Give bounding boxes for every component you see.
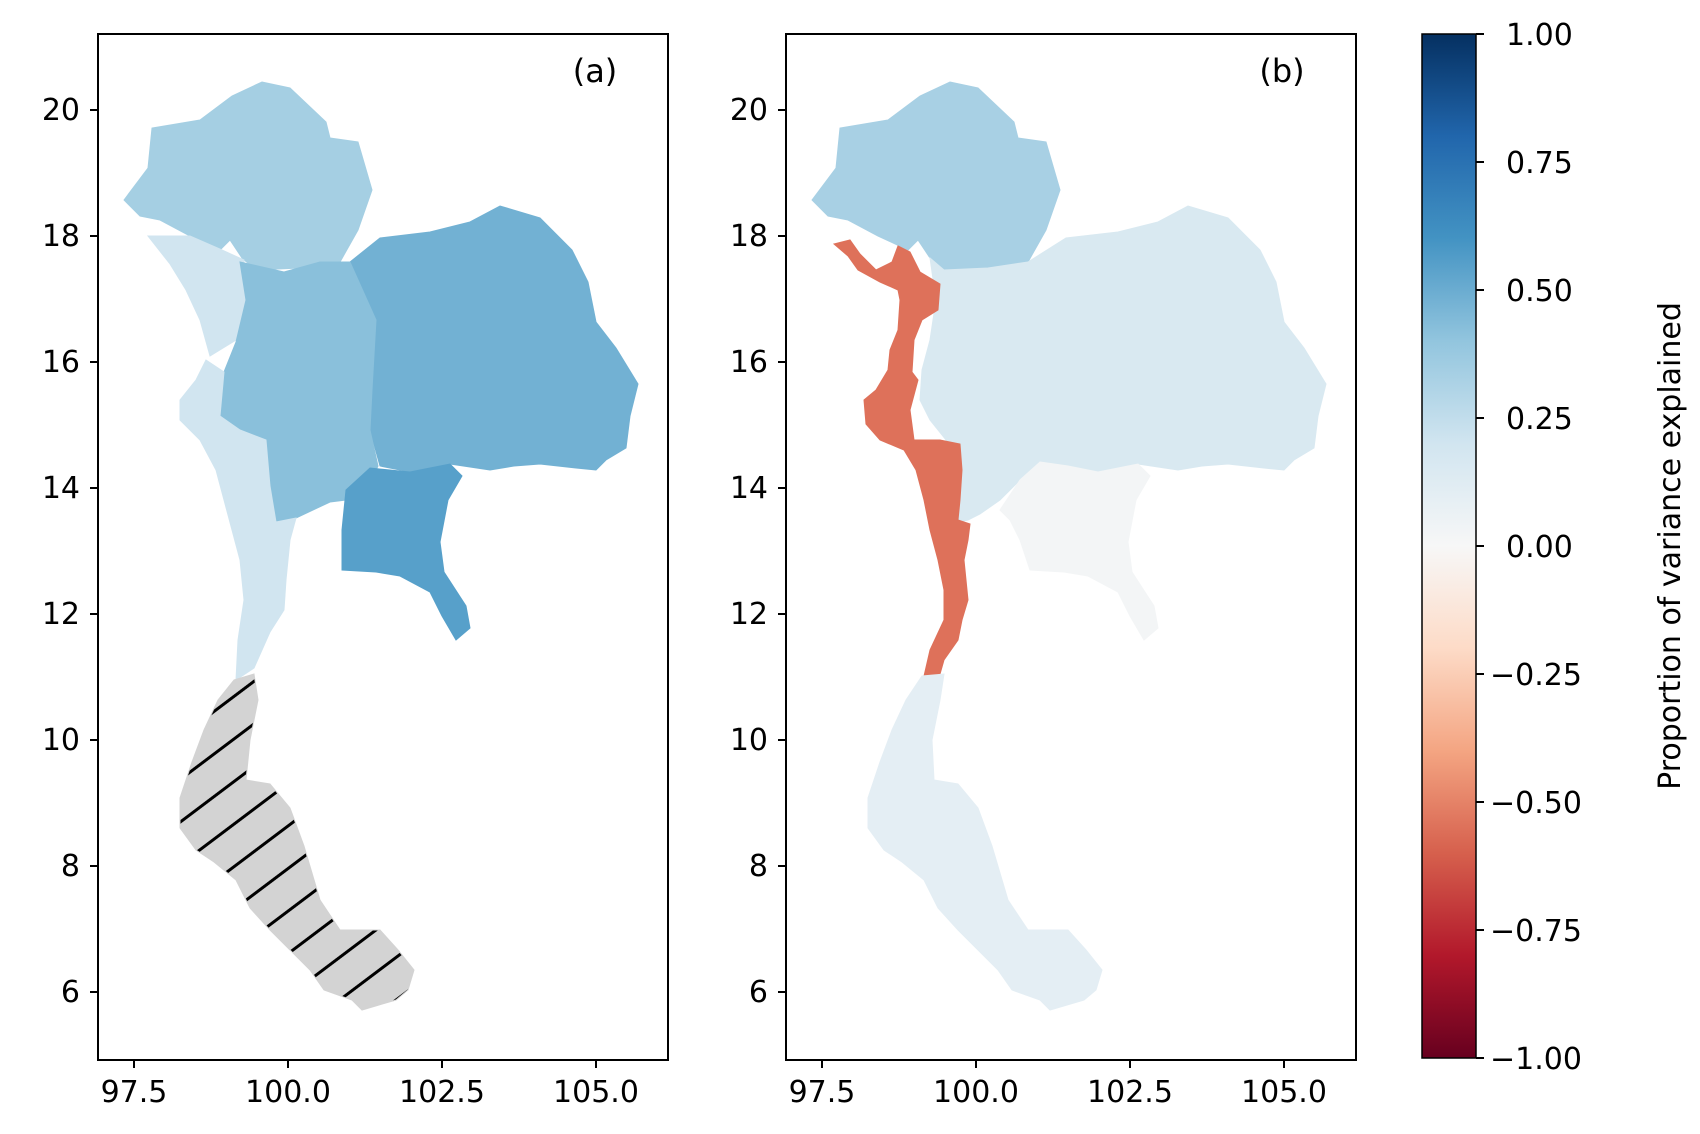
- colorbar-ticks: 1.00 0.75 0.50 0.25 0.00 −0.25 −0.50 −0.…: [1476, 18, 1582, 1077]
- region-west: [832, 239, 971, 677]
- region-northwest-strip: [146, 235, 247, 357]
- region-south: [867, 673, 1103, 1011]
- axes-frame-a: [97, 33, 669, 1061]
- colorbar-tick-label: −1.00: [1490, 1042, 1582, 1077]
- colorbar-tick-label: 1.00: [1506, 18, 1573, 53]
- region-south-no-data: [179, 673, 415, 1011]
- map-regions-b: [811, 81, 1327, 1011]
- x-tick-label: 97.5: [789, 1075, 856, 1110]
- x-tick-label: 97.5: [101, 1075, 168, 1110]
- colorbar-tick-label: 0.50: [1506, 274, 1573, 309]
- x-tick-label: 100.0: [933, 1075, 1019, 1110]
- y-axis-a: 6 8 10 12 14 16 18 20: [42, 93, 98, 1010]
- y-tick-label: 10: [730, 723, 768, 758]
- colorbar-tick-label: 0.00: [1506, 530, 1573, 565]
- colorbar-tick-label: −0.25: [1490, 658, 1582, 693]
- region-northeast: [349, 205, 639, 473]
- y-axis-b: 6 8 10 12 14 16 18 20: [730, 93, 786, 1010]
- y-tick-label: 18: [42, 219, 80, 254]
- y-tick-label: 8: [749, 849, 768, 884]
- x-axis-a: 97.5 100.0 102.5 105.0: [101, 1060, 639, 1110]
- x-tick-label: 100.0: [245, 1075, 331, 1110]
- colorbar-tick-label: 0.25: [1506, 402, 1573, 437]
- x-tick-label: 105.0: [553, 1075, 639, 1110]
- region-east: [999, 461, 1159, 641]
- y-tick-label: 18: [730, 219, 768, 254]
- region-west: [179, 359, 297, 681]
- y-tick-label: 16: [42, 345, 80, 380]
- y-tick-label: 14: [42, 471, 80, 506]
- colorbar-label: Proportion of variance explained: [1653, 302, 1688, 790]
- y-tick-label: 20: [730, 93, 768, 128]
- y-tick-label: 6: [749, 975, 768, 1010]
- y-tick-label: 16: [730, 345, 768, 380]
- y-tick-label: 6: [61, 975, 80, 1010]
- y-tick-label: 12: [730, 597, 768, 632]
- colorbar-gradient: [1421, 33, 1477, 1059]
- x-tick-label: 105.0: [1241, 1075, 1327, 1110]
- panel-label-b: (b): [1259, 52, 1304, 90]
- y-tick-label: 10: [42, 723, 80, 758]
- colorbar: 1.00 0.75 0.50 0.25 0.00 −0.25 −0.50 −0.…: [1421, 18, 1688, 1077]
- map-panel-b: (b) 97.5 100.0 102.5 105.0 6 8 10 12 14 …: [730, 33, 1357, 1110]
- colorbar-tick-label: 0.75: [1506, 146, 1573, 181]
- colorbar-tick-label: −0.50: [1490, 786, 1582, 821]
- x-tick-label: 102.5: [1087, 1075, 1173, 1110]
- x-axis-b: 97.5 100.0 102.5 105.0: [789, 1060, 1327, 1110]
- map-regions-a: [123, 81, 639, 1011]
- y-tick-label: 14: [730, 471, 768, 506]
- y-tick-label: 20: [42, 93, 80, 128]
- axes-frame-b: [785, 33, 1357, 1061]
- y-tick-label: 12: [42, 597, 80, 632]
- x-tick-label: 102.5: [399, 1075, 485, 1110]
- panel-label-a: (a): [573, 52, 618, 90]
- colorbar-tick-label: −0.75: [1490, 914, 1582, 949]
- y-tick-label: 8: [61, 849, 80, 884]
- region-east: [341, 463, 471, 641]
- map-panel-a: (a) 97.5 100.0 102.5 105.0 6 8 10 12 14 …: [42, 33, 669, 1110]
- region-north: [811, 81, 1061, 271]
